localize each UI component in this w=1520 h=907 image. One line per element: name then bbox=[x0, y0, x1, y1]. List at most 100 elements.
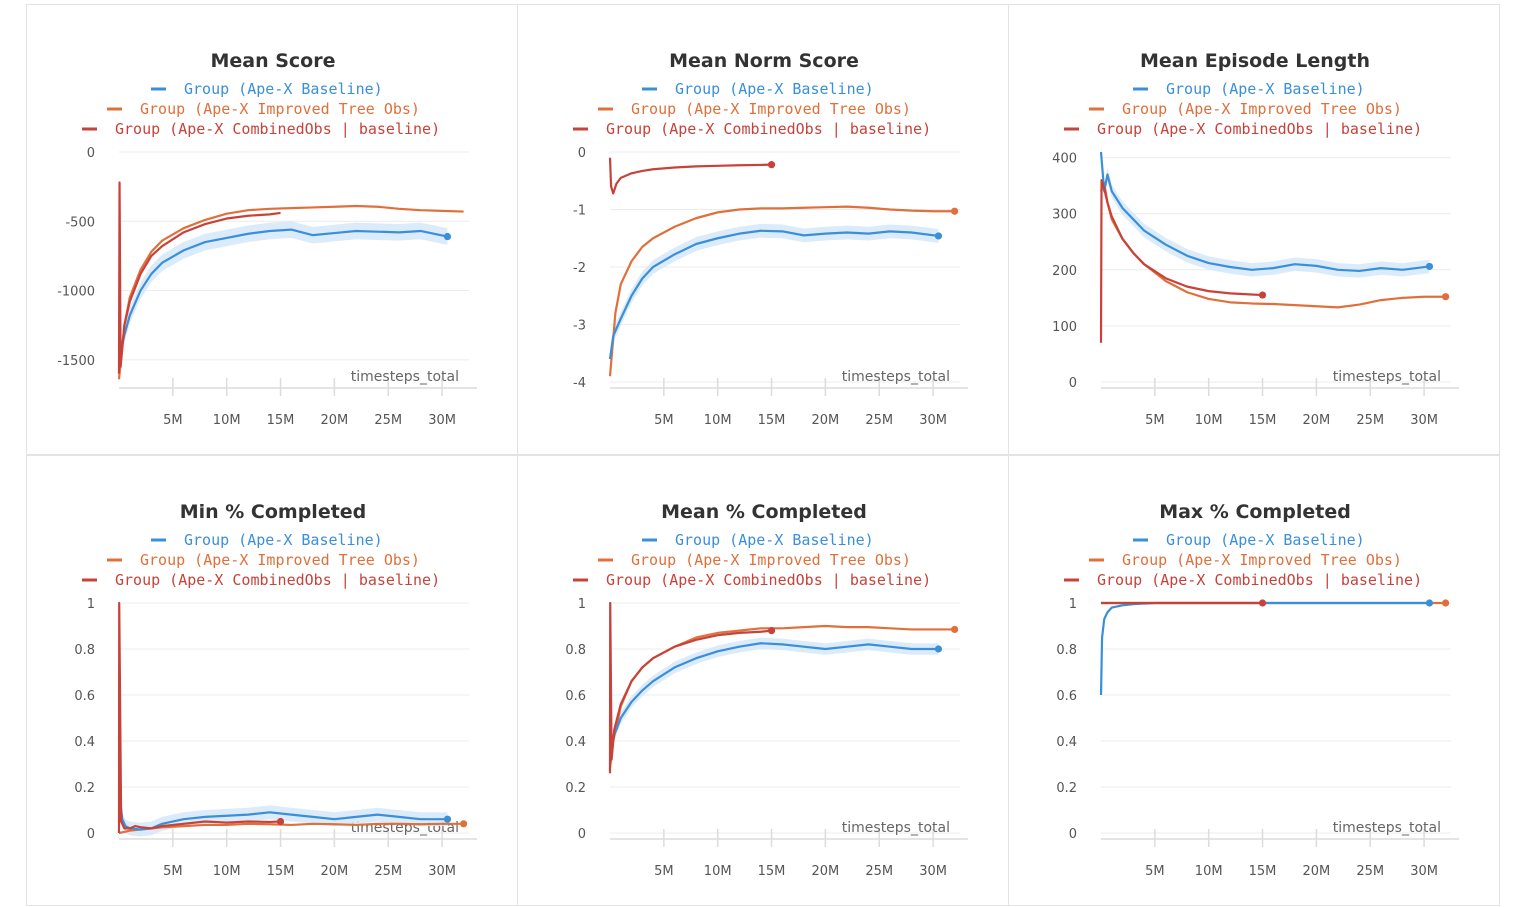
x-tick-label: 10M bbox=[704, 864, 732, 879]
chart-panel-1: Mean Norm Score Group (Ape-X Baseline) Gro… bbox=[517, 4, 1009, 455]
legend-label-baseline[interactable]: Group (Ape-X Baseline) bbox=[1166, 80, 1365, 98]
series-end-point-improved[interactable] bbox=[951, 625, 959, 634]
series-band-baseline bbox=[119, 729, 448, 837]
legend-label-improved[interactable]: Group (Ape-X Improved Tree Obs) bbox=[1122, 100, 1402, 118]
chart-title: Mean % Completed bbox=[661, 501, 867, 523]
chart-svg: Max % Completed Group (Ape-X Baseline) Gro… bbox=[1056, 501, 1459, 879]
x-tick-label: 20M bbox=[812, 413, 840, 428]
x-tick-label: 25M bbox=[1356, 864, 1384, 879]
series-end-point-baseline[interactable] bbox=[934, 232, 943, 240]
legend-label-combined[interactable]: Group (Ape-X CombinedObs | baseline) bbox=[1097, 120, 1422, 138]
x-tick-label: 20M bbox=[1303, 413, 1331, 428]
legend-label-improved[interactable]: Group (Ape-X Improved Tree Obs) bbox=[631, 551, 911, 569]
chart-title: Max % Completed bbox=[1159, 501, 1351, 523]
chart-panel-4: Mean % Completed Group (Ape-X Baseline) Gr… bbox=[517, 455, 1009, 906]
series-end-point-baseline[interactable] bbox=[934, 645, 943, 653]
legend-label-combined[interactable]: Group (Ape-X CombinedObs | baseline) bbox=[606, 120, 931, 138]
legend-label-improved[interactable]: Group (Ape-X Improved Tree Obs) bbox=[1122, 551, 1402, 569]
x-axis-label: timesteps_total bbox=[842, 820, 950, 836]
x-tick-label: 10M bbox=[213, 413, 241, 428]
x-tick-label: 15M bbox=[1249, 413, 1277, 428]
series-end-point-combined[interactable] bbox=[1258, 599, 1267, 607]
series-line-improved[interactable] bbox=[117, 204, 464, 380]
x-tick-label: 5M bbox=[654, 413, 674, 428]
series-end-point-baseline[interactable] bbox=[1425, 599, 1434, 607]
x-tick-label: 30M bbox=[428, 864, 456, 879]
chart-title: Mean Score bbox=[210, 50, 335, 72]
legend-label-combined[interactable]: Group (Ape-X CombinedObs | baseline) bbox=[606, 571, 931, 589]
chart-panel-2: Mean Episode Length Group (Ape-X Baseline… bbox=[1008, 4, 1500, 455]
x-tick-label: 25M bbox=[865, 864, 893, 879]
series-band-baseline bbox=[119, 221, 448, 369]
x-tick-label: 30M bbox=[919, 413, 947, 428]
x-tick-label: 25M bbox=[374, 864, 402, 879]
series-line-baseline[interactable] bbox=[1099, 151, 1430, 273]
series-end-point-improved[interactable] bbox=[951, 207, 959, 215]
x-tick-label: 30M bbox=[428, 413, 456, 428]
series-line-baseline[interactable] bbox=[608, 229, 939, 360]
series-line-combined[interactable] bbox=[117, 181, 281, 374]
legend-label-baseline[interactable]: Group (Ape-X Baseline) bbox=[675, 531, 874, 549]
y-tick-label: 400 bbox=[1052, 152, 1077, 167]
series-end-point-baseline[interactable] bbox=[1425, 262, 1434, 271]
chart-panel-3: Min % Completed Group (Ape-X Baseline) Gro… bbox=[26, 455, 518, 906]
series-end-point-combined[interactable] bbox=[276, 817, 285, 826]
series-end-point-baseline[interactable] bbox=[443, 815, 452, 823]
x-tick-label: 15M bbox=[758, 413, 786, 428]
series-end-point-improved[interactable] bbox=[1442, 599, 1450, 607]
series-line-improved[interactable] bbox=[608, 205, 955, 377]
series-line-combined[interactable] bbox=[608, 601, 772, 774]
y-tick-label: 1 bbox=[87, 597, 95, 612]
legend-label-improved[interactable]: Group (Ape-X Improved Tree Obs) bbox=[140, 100, 420, 118]
x-tick-label: 10M bbox=[1195, 864, 1223, 879]
series-end-point-improved[interactable] bbox=[460, 820, 468, 828]
y-tick-label: 0 bbox=[1069, 376, 1077, 391]
y-tick-label: 1 bbox=[578, 597, 586, 612]
x-tick-label: 15M bbox=[267, 413, 295, 428]
series-end-point-combined[interactable] bbox=[767, 627, 776, 635]
chart-svg: Mean Score Group (Ape-X Baseline) Group (A… bbox=[57, 50, 477, 428]
series-line-baseline[interactable] bbox=[117, 228, 448, 361]
series-end-point-combined[interactable] bbox=[1258, 291, 1267, 299]
series-end-point-baseline[interactable] bbox=[443, 232, 452, 241]
y-tick-label: 0.6 bbox=[565, 689, 586, 704]
x-tick-label: 30M bbox=[919, 864, 947, 879]
series-line-improved[interactable] bbox=[1099, 181, 1446, 309]
legend-label-baseline[interactable]: Group (Ape-X Baseline) bbox=[675, 80, 874, 98]
legend-label-improved[interactable]: Group (Ape-X Improved Tree Obs) bbox=[140, 551, 420, 569]
y-tick-label: 0.8 bbox=[1056, 643, 1077, 658]
x-tick-label: 15M bbox=[758, 864, 786, 879]
series-line-combined[interactable] bbox=[608, 157, 772, 195]
chart-title: Mean Norm Score bbox=[669, 50, 859, 72]
legend-label-baseline[interactable]: Group (Ape-X Baseline) bbox=[184, 531, 383, 549]
series-end-point-improved[interactable] bbox=[1442, 293, 1450, 301]
series-band-baseline bbox=[610, 637, 939, 770]
legend-label-improved[interactable]: Group (Ape-X Improved Tree Obs) bbox=[631, 100, 911, 118]
legend-label-combined[interactable]: Group (Ape-X CombinedObs | baseline) bbox=[115, 571, 440, 589]
chart-svg: Mean % Completed Group (Ape-X Baseline) Gr… bbox=[565, 501, 968, 879]
y-tick-label: -1000 bbox=[57, 285, 95, 300]
y-tick-label: -3 bbox=[573, 319, 586, 334]
x-tick-label: 20M bbox=[321, 864, 349, 879]
legend-label-baseline[interactable]: Group (Ape-X Baseline) bbox=[1166, 531, 1365, 549]
series-line-combined[interactable] bbox=[117, 601, 281, 834]
y-tick-label: 0.8 bbox=[565, 643, 586, 658]
series-line-baseline[interactable] bbox=[117, 736, 448, 831]
chart-svg: Min % Completed Group (Ape-X Baseline) Gro… bbox=[74, 501, 477, 879]
y-tick-label: 0 bbox=[578, 827, 586, 842]
x-tick-label: 15M bbox=[267, 864, 295, 879]
legend-label-combined[interactable]: Group (Ape-X CombinedObs | baseline) bbox=[1097, 571, 1422, 589]
y-tick-label: 300 bbox=[1052, 208, 1077, 223]
legend-label-combined[interactable]: Group (Ape-X CombinedObs | baseline) bbox=[115, 120, 440, 138]
x-tick-label: 10M bbox=[213, 864, 241, 879]
chart-svg: Mean Episode Length Group (Ape-X Baseline… bbox=[1052, 50, 1459, 428]
x-tick-label: 5M bbox=[163, 864, 183, 879]
chart-title: Min % Completed bbox=[180, 501, 367, 523]
series-line-baseline[interactable] bbox=[608, 642, 939, 765]
x-axis-label: timesteps_total bbox=[351, 369, 459, 385]
series-line-combined[interactable] bbox=[1099, 178, 1263, 343]
legend-label-baseline[interactable]: Group (Ape-X Baseline) bbox=[184, 80, 383, 98]
y-tick-label: -2 bbox=[573, 261, 586, 276]
chart-panel-5: Max % Completed Group (Ape-X Baseline) Gro… bbox=[1008, 455, 1500, 906]
series-end-point-combined[interactable] bbox=[767, 161, 776, 169]
